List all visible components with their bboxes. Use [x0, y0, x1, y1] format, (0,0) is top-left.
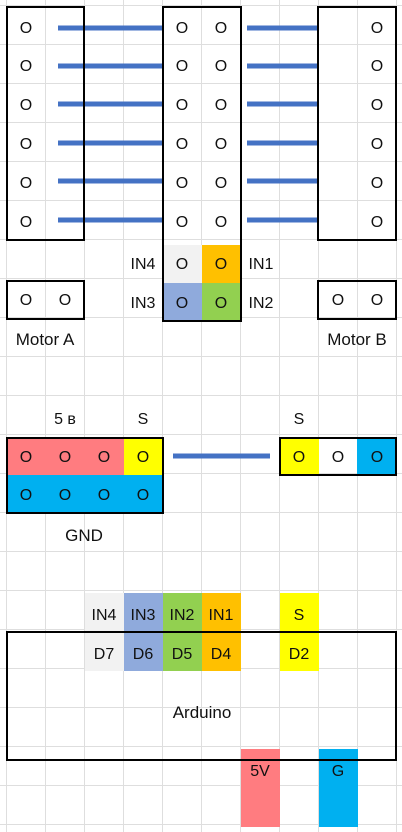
power-pin-bottom-3: O — [98, 487, 110, 504]
motor-a-pin-1: O — [20, 20, 32, 37]
power-pin-bottom-4: O — [137, 487, 149, 504]
motor-b-pin-3: O — [371, 97, 383, 114]
arduino-5v-label: 5V — [250, 763, 270, 780]
driver-pin-in3: O — [176, 295, 188, 312]
cell-power-row — [7, 438, 124, 475]
motor-a-pin-2: O — [20, 58, 32, 75]
arduino-pin-d5: D5 — [172, 646, 193, 663]
power-pin-top-4: O — [137, 449, 149, 466]
motor-a-label: Motor A — [16, 330, 75, 349]
power-pin-top-1: O — [20, 449, 32, 466]
label-s-right: S — [294, 411, 305, 428]
motor-a-terminal — [6, 280, 85, 320]
driver-pin-in2: O — [215, 295, 227, 312]
motor-b-pin-1: O — [371, 20, 383, 37]
motor-a-pin-3: O — [20, 97, 32, 114]
driver-pin-left-5: O — [176, 175, 188, 192]
label-gnd: GND — [65, 526, 103, 545]
driver-label-in1: IN1 — [249, 256, 274, 273]
sensor-pin-2: O — [332, 449, 344, 466]
component-outlines — [6, 6, 397, 761]
sensor-pin-3: O — [371, 449, 383, 466]
cell-in3 — [163, 283, 202, 321]
arduino-header-in4: IN4 — [92, 607, 117, 624]
cell-signal-left — [124, 438, 163, 475]
motor-b-pin-2: O — [371, 58, 383, 75]
arduino-header-in1: IN1 — [209, 607, 234, 624]
wires — [58, 25, 318, 459]
power-strip — [6, 437, 164, 514]
driver-pin-right-1: O — [215, 20, 227, 37]
arduino-pin-d4: D4 — [211, 646, 232, 663]
motor-b-terminal-pin-2: O — [371, 292, 383, 309]
sensor-module — [279, 437, 397, 476]
sensor-pin-1: O — [293, 449, 305, 466]
motor-b-pin-4: O — [371, 136, 383, 153]
motor-a-header — [6, 6, 85, 241]
driver-pin-right-2: O — [215, 58, 227, 75]
driver-label-in3: IN3 — [131, 295, 156, 312]
cell-in2 — [202, 283, 241, 321]
arduino-board — [6, 631, 397, 761]
arduino-header-in3: IN3 — [131, 607, 156, 624]
driver-pin-in4: O — [176, 256, 188, 273]
power-pin-top-3: O — [98, 449, 110, 466]
driver-label-in4: IN4 — [131, 256, 156, 273]
driver-label-in2: IN2 — [249, 295, 274, 312]
colored-cells — [7, 245, 396, 827]
label-5v: 5 в — [54, 411, 76, 428]
arduino-gnd-label: G — [332, 763, 344, 780]
driver-pin-left-3: O — [176, 97, 188, 114]
arduino-pin-d2: D2 — [289, 646, 310, 663]
motor-b-label: Motor B — [327, 330, 387, 349]
driver-board — [162, 6, 242, 322]
arduino-pin-d7: D7 — [94, 646, 115, 663]
motor-b-pin-6: O — [371, 214, 383, 231]
power-pin-bottom-2: O — [59, 487, 71, 504]
arduino-pin-d6: D6 — [133, 646, 154, 663]
cell-arduino-gnd — [319, 749, 358, 827]
driver-pin-in1: O — [215, 256, 227, 273]
driver-pin-left-2: O — [176, 58, 188, 75]
driver-pin-right-5: O — [215, 175, 227, 192]
motor-a-pin-6: O — [20, 214, 32, 231]
motor-b-header — [317, 6, 397, 241]
motor-a-terminal-pin-2: O — [59, 292, 71, 309]
driver-pin-left-6: O — [176, 214, 188, 231]
motor-b-terminal — [317, 280, 397, 320]
arduino-header-s: S — [294, 607, 305, 624]
driver-pin-left-4: O — [176, 136, 188, 153]
cell-arduino-5v — [241, 749, 280, 827]
motor-a-pin-4: O — [20, 136, 32, 153]
pin-glyphs: O O O O O O O O O O O O O O O O O O O O O O O O O O O O O O O O O O O O O O O O… — [20, 20, 383, 504]
cell-in4 — [163, 245, 202, 283]
cell-ground-right — [357, 438, 396, 475]
power-pin-bottom-1: O — [20, 487, 32, 504]
motor-b-terminal-pin-1: O — [332, 292, 344, 309]
power-pin-top-2: O — [59, 449, 71, 466]
arduino-header-in2: IN2 — [170, 607, 195, 624]
motor-b-pin-5: O — [371, 175, 383, 192]
cell-ground-row — [7, 475, 163, 513]
driver-pin-right-3: O — [215, 97, 227, 114]
cell-signal-right — [280, 438, 319, 475]
arduino-label: Arduino — [173, 703, 232, 722]
label-s-left: S — [138, 411, 149, 428]
cell-in1 — [202, 245, 241, 283]
driver-pin-right-4: O — [215, 136, 227, 153]
driver-pin-right-6: O — [215, 214, 227, 231]
motor-a-terminal-pin-1: O — [20, 292, 32, 309]
motor-a-pin-5: O — [20, 175, 32, 192]
driver-pin-left-1: O — [176, 20, 188, 37]
